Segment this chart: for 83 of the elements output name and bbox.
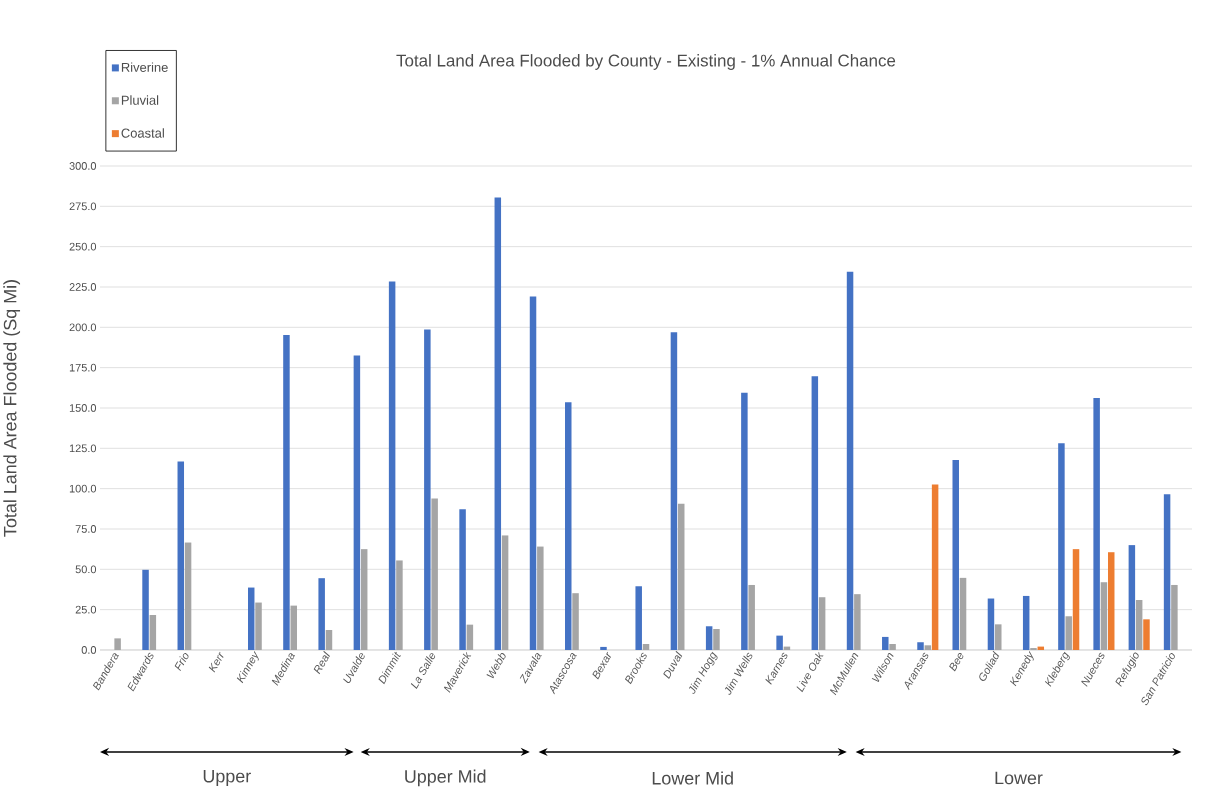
text: Upper Mid [405, 769, 486, 787]
bar [748, 584, 755, 650]
bar [713, 629, 720, 650]
chart-title: Total Land Area Flooded by County - Existing - 1% Annual Chance [396, 54, 896, 70]
bar [1143, 619, 1150, 650]
bar [1058, 443, 1065, 650]
bar [924, 645, 932, 650]
y-tick-label: 25.0 [75, 605, 97, 614]
bar [114, 638, 121, 650]
bar [1128, 545, 1136, 650]
bar [846, 271, 854, 650]
bar [987, 598, 995, 650]
bar [995, 624, 1002, 650]
bar [184, 542, 192, 650]
y-tick-label: 275.0 [69, 202, 97, 211]
bar [494, 197, 502, 650]
bar [854, 594, 861, 650]
legend-label: Pluvial [121, 95, 159, 105]
bar [882, 636, 889, 650]
bar [1022, 595, 1030, 650]
bar [290, 605, 297, 650]
bar [529, 296, 537, 650]
bar [177, 461, 185, 650]
y-tick-label: 200.0 [69, 323, 97, 332]
bar [459, 509, 466, 650]
legend-label: Riverine [121, 62, 168, 72]
bar [431, 498, 438, 650]
bar [1065, 616, 1072, 650]
bar [889, 644, 896, 650]
bar [318, 578, 325, 650]
x-tick-label: Frio [174, 653, 189, 672]
bar [670, 332, 678, 650]
text: Upper [203, 769, 251, 787]
bar [424, 329, 431, 650]
bar [1163, 494, 1171, 650]
bar [396, 560, 403, 650]
bar [1171, 584, 1178, 650]
bar [466, 624, 474, 650]
bar [325, 629, 333, 650]
bar [776, 635, 783, 650]
bar [565, 402, 572, 650]
y-tick-label: 250.0 [69, 242, 97, 251]
bar [931, 484, 939, 650]
bar [1100, 582, 1108, 650]
y-tick-label: 50.0 [75, 565, 97, 574]
bar [360, 549, 368, 650]
bar [142, 569, 149, 650]
bar [917, 642, 924, 650]
legend-label: Coastal [121, 128, 164, 138]
bar [600, 646, 607, 650]
y-tick-label: 300.0 [69, 162, 97, 170]
bar [1093, 397, 1100, 650]
y-tick-label: 0.0 [81, 646, 97, 654]
bar [811, 376, 819, 650]
bar [1107, 552, 1115, 650]
y-axis-title: Total Land Area Flooded (Sq Mi) [3, 280, 21, 537]
y-tick-label: 225.0 [69, 283, 97, 291]
bar [741, 392, 748, 650]
bar [572, 593, 579, 650]
bar [959, 577, 967, 650]
bar [388, 281, 396, 650]
bar [642, 644, 650, 650]
y-tick-label: 125.0 [69, 444, 97, 453]
bar [1072, 549, 1080, 650]
bar [149, 614, 157, 650]
bar [818, 597, 826, 650]
bar [501, 535, 509, 650]
bar [677, 503, 685, 650]
text: Lower [995, 771, 1043, 785]
bar [537, 546, 544, 650]
y-tick-label: 100.0 [69, 484, 97, 493]
bar [1135, 599, 1143, 650]
bar [283, 334, 290, 650]
y-tick-label: 75.0 [75, 525, 97, 533]
bar [952, 460, 959, 650]
y-tick-label: 175.0 [69, 363, 97, 372]
bar [635, 586, 642, 650]
bar [353, 355, 361, 650]
bar [247, 587, 255, 650]
bar [705, 626, 713, 650]
text: Lower Mid [652, 771, 733, 785]
y-tick-label: 150.0 [69, 404, 97, 412]
bar [255, 602, 262, 650]
